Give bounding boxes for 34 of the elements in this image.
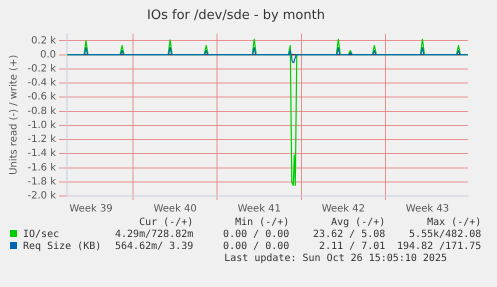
- y-tick-label: 0.0: [40, 49, 56, 60]
- y-axis-title: Units read (-) / write (+): [8, 54, 20, 175]
- y-tick-label: -1.8 k: [28, 176, 56, 188]
- x-tick-label: Week 40: [153, 204, 197, 215]
- y-tick-label: -1.2 k: [28, 134, 56, 146]
- text: 5.55k/482.08: [408, 229, 482, 241]
- text: Max (-/+): [426, 217, 482, 229]
- text: 0.00 / 0.00: [222, 229, 290, 241]
- text: 0.00 / 0.00: [222, 241, 290, 253]
- legend-label: Req Size (KB): [22, 241, 102, 253]
- text: 194.82 /171.75: [396, 241, 482, 253]
- text: Avg (-/+): [330, 217, 386, 229]
- text: Last update: Sun Oct 26 15:05:10 2025: [224, 253, 447, 264]
- text: 2.11 / 7.01: [318, 241, 386, 253]
- y-tick-label: -2.0 k: [28, 190, 56, 202]
- legend-label: IO/sec: [22, 229, 60, 241]
- text: Min (-/+): [234, 217, 290, 229]
- y-tick-label: -0.4 k: [28, 78, 56, 89]
- y-tick-label: -1.0 k: [28, 120, 56, 131]
- chart-title: IOs for /dev/sde - by month: [147, 8, 325, 24]
- x-tick-label: Week 41: [238, 204, 281, 215]
- y-tick-label: -0.2 k: [28, 64, 56, 74]
- text: 564.62m/ 3.39: [114, 241, 194, 253]
- text: 4.29m/728.82m: [114, 229, 194, 241]
- x-tick-label: Week 42: [322, 204, 365, 215]
- text: Cur (-/+): [138, 217, 194, 229]
- y-tick-label: -0.6 k: [28, 92, 56, 103]
- text: 23.62 / 5.08: [312, 229, 386, 241]
- x-tick-label: Week 43: [406, 204, 450, 215]
- x-tick-label: Week 39: [69, 204, 113, 215]
- y-tick-label: -0.8 k: [28, 106, 56, 117]
- y-tick-label: -1.6 k: [28, 162, 56, 174]
- y-tick-label: -1.4 k: [28, 148, 56, 160]
- y-tick-label: 0.2 k: [31, 35, 56, 46]
